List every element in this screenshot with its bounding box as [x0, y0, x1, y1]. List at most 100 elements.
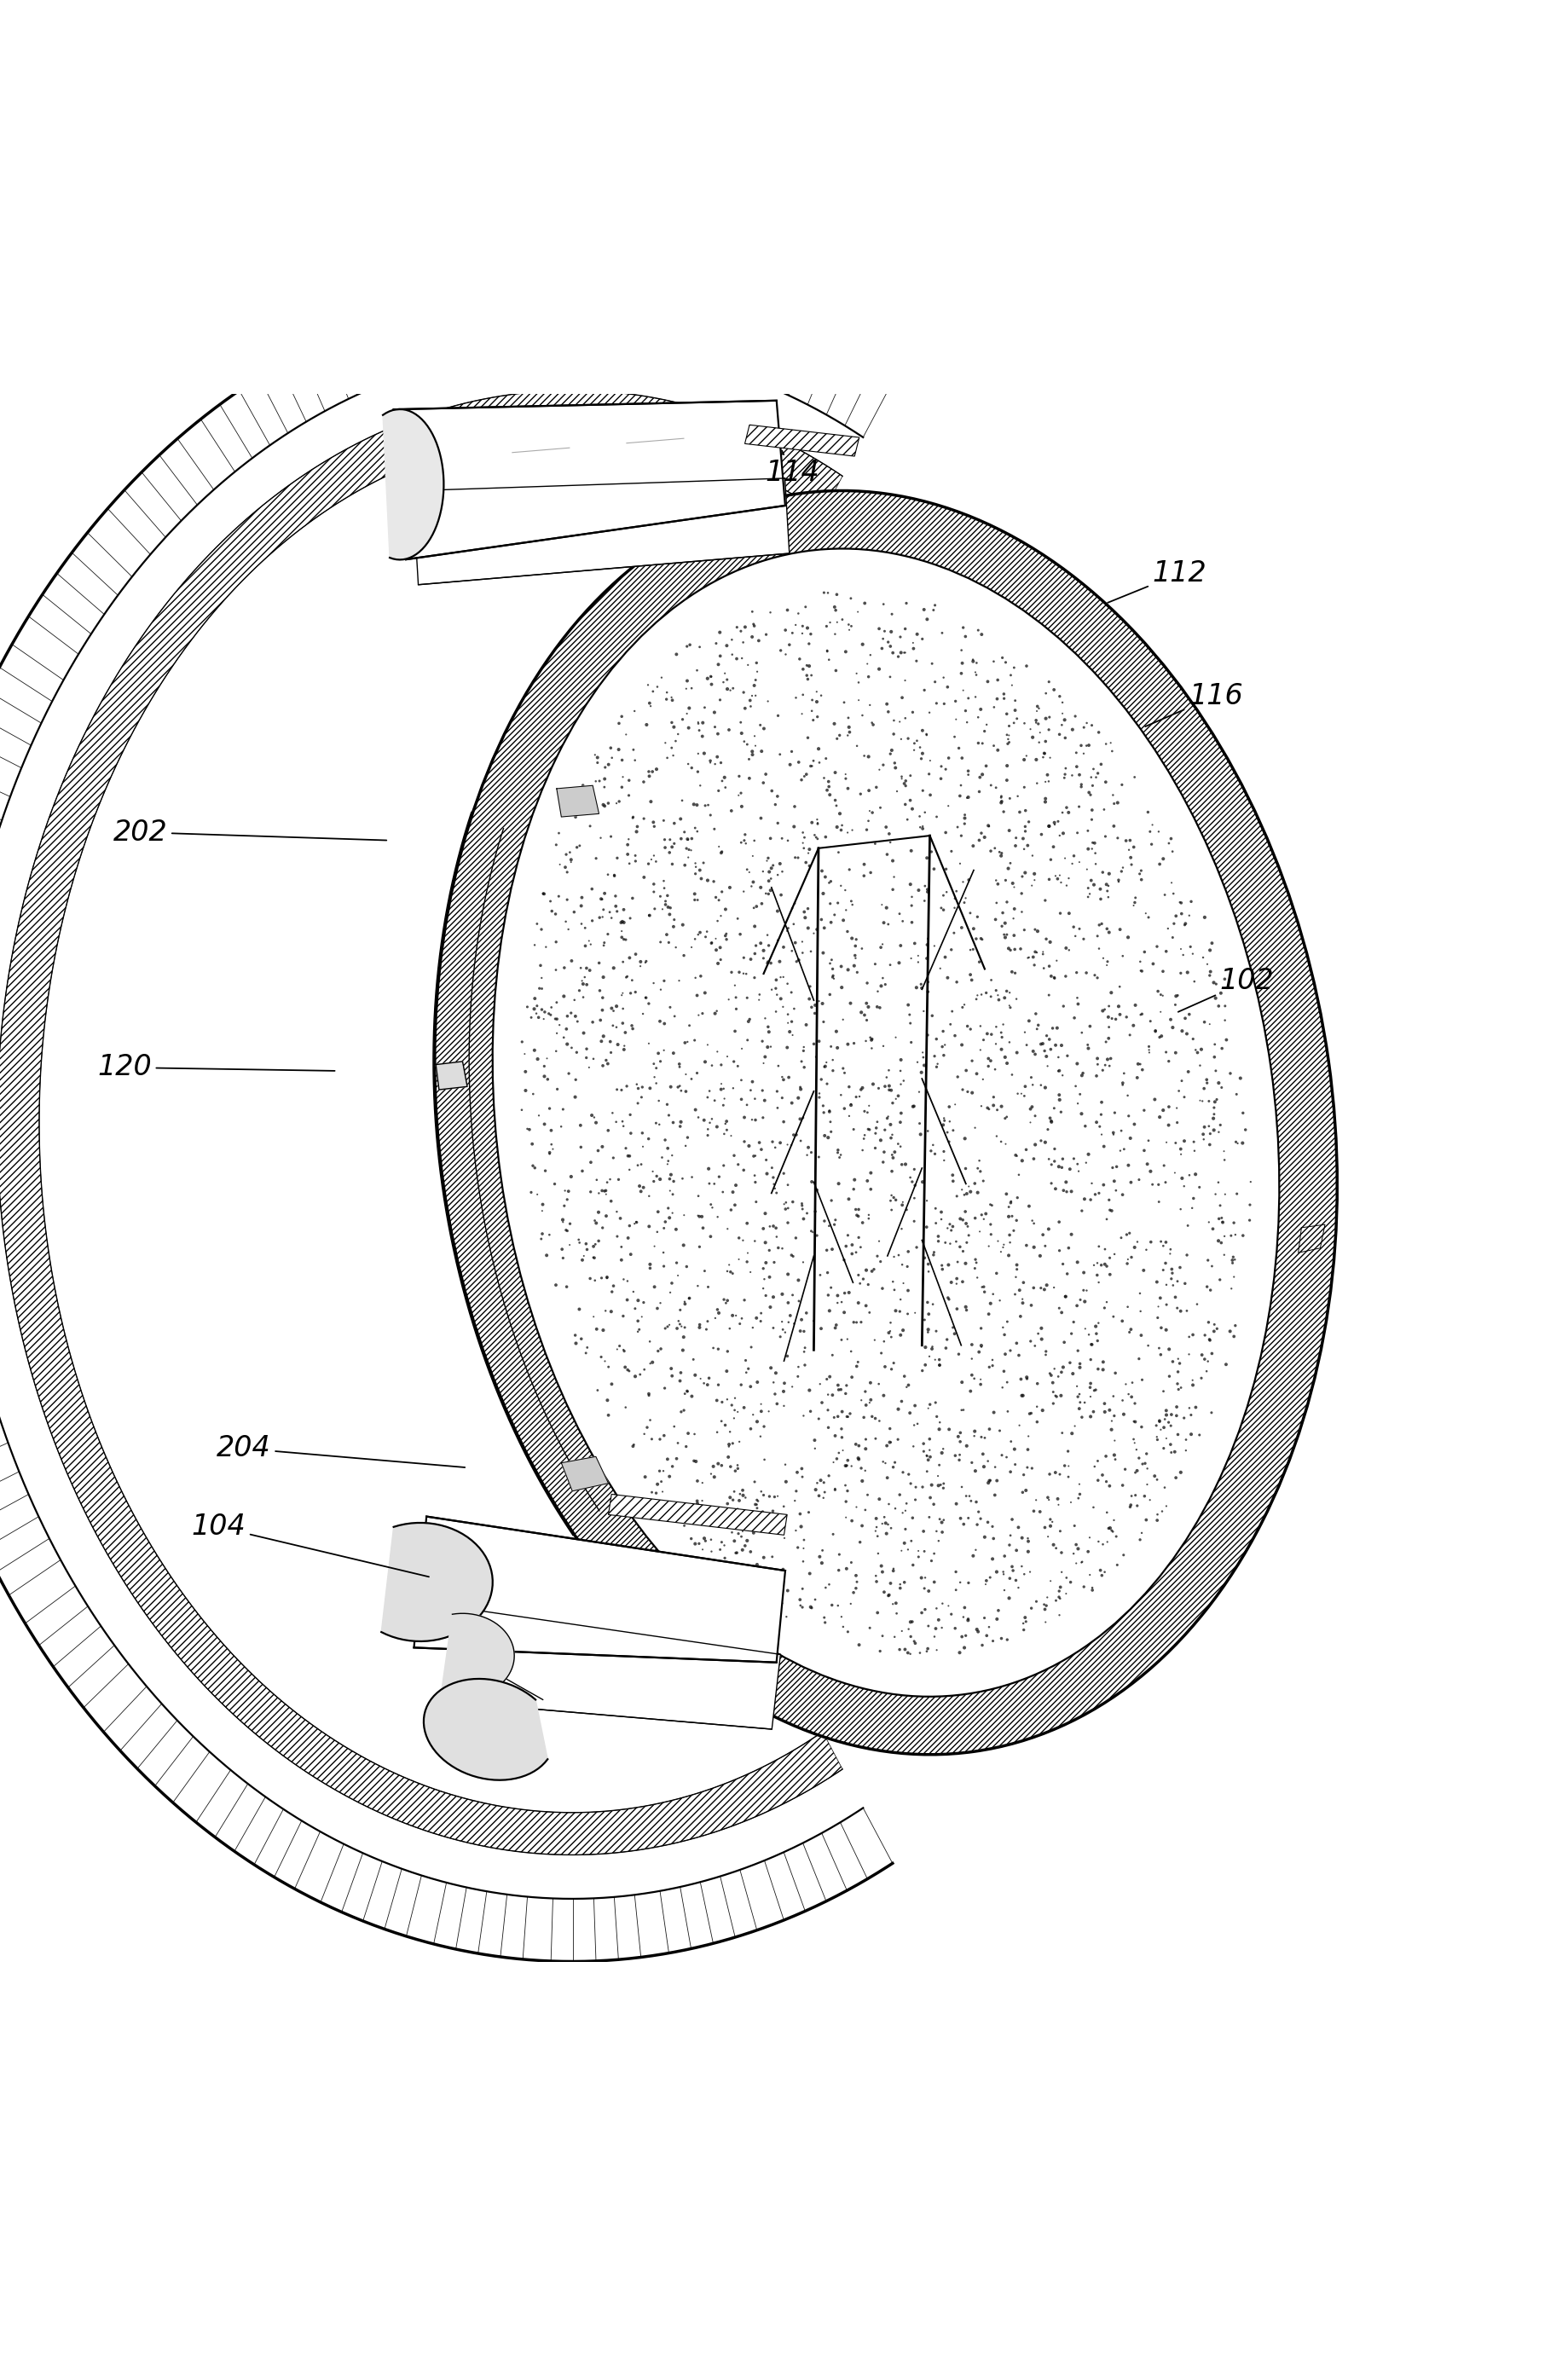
Point — [808, 1462, 833, 1500]
Point — [946, 808, 971, 845]
Point — [1179, 1397, 1204, 1434]
Point — [632, 1352, 657, 1389]
Point — [1160, 1267, 1185, 1305]
Point — [1160, 874, 1185, 911]
Point — [544, 1069, 569, 1107]
Point — [541, 1130, 566, 1168]
Point — [855, 645, 880, 683]
Point — [898, 1159, 924, 1196]
Point — [533, 1152, 558, 1189]
Point — [961, 1538, 986, 1575]
Point — [1027, 1493, 1052, 1531]
Point — [762, 1128, 787, 1166]
Point — [532, 1048, 557, 1086]
Point — [831, 1293, 856, 1331]
Point — [1225, 1126, 1250, 1163]
Point — [579, 1097, 604, 1135]
Point — [806, 1477, 831, 1514]
Point — [740, 864, 765, 902]
Point — [1110, 1067, 1135, 1104]
Point — [643, 1104, 668, 1142]
Point — [920, 1328, 946, 1366]
Point — [889, 1041, 914, 1079]
Point — [704, 878, 729, 916]
Point — [604, 987, 629, 1024]
Point — [967, 942, 993, 980]
Point — [588, 973, 613, 1010]
Point — [804, 1465, 829, 1502]
Point — [1154, 1123, 1179, 1161]
Point — [1237, 1187, 1262, 1225]
Point — [750, 1130, 775, 1168]
Point — [539, 989, 564, 1027]
Point — [732, 608, 757, 645]
Point — [690, 994, 715, 1031]
Point — [949, 631, 974, 669]
Point — [924, 1385, 949, 1422]
Point — [1046, 1039, 1071, 1076]
Polygon shape — [414, 1517, 786, 1663]
Point — [610, 977, 635, 1015]
Point — [878, 1072, 903, 1109]
Point — [847, 1079, 872, 1116]
Point — [771, 1519, 797, 1557]
Point — [1145, 1418, 1170, 1455]
Point — [823, 1472, 848, 1510]
Point — [1055, 1432, 1080, 1470]
Point — [648, 1331, 673, 1368]
Point — [1046, 1573, 1071, 1611]
Point — [778, 1013, 803, 1050]
Point — [674, 1248, 699, 1286]
Point — [638, 1345, 663, 1382]
Point — [618, 1137, 643, 1175]
Point — [991, 895, 1016, 933]
Point — [1049, 1354, 1074, 1392]
Point — [756, 876, 781, 914]
Point — [775, 1338, 800, 1375]
Point — [1054, 958, 1079, 996]
Point — [872, 1498, 897, 1535]
Point — [927, 1521, 952, 1559]
Point — [1102, 784, 1127, 822]
Point — [776, 996, 801, 1034]
Point — [955, 1074, 980, 1112]
Point — [521, 1147, 546, 1185]
Point — [527, 1097, 552, 1135]
Point — [1002, 650, 1027, 688]
Point — [881, 716, 906, 754]
Point — [972, 1274, 997, 1312]
Point — [963, 1109, 988, 1147]
Point — [953, 1618, 978, 1656]
Point — [1154, 1312, 1179, 1349]
Point — [750, 1072, 775, 1109]
Point — [768, 876, 793, 914]
Point — [685, 1267, 710, 1305]
Point — [748, 1392, 773, 1429]
Point — [1032, 1590, 1057, 1627]
Point — [1143, 1013, 1168, 1050]
Point — [892, 1356, 917, 1394]
Point — [798, 1133, 823, 1170]
Point — [659, 1349, 684, 1387]
Point — [1115, 1241, 1140, 1279]
Point — [960, 961, 985, 999]
Point — [632, 763, 657, 801]
Point — [666, 1302, 691, 1340]
Point — [1047, 716, 1073, 754]
Point — [687, 914, 712, 951]
Point — [845, 593, 870, 631]
Point — [706, 1331, 731, 1368]
Point — [652, 1418, 677, 1455]
Point — [1038, 841, 1063, 878]
Point — [917, 1439, 942, 1477]
Point — [1011, 1455, 1036, 1493]
Point — [728, 1422, 753, 1460]
Point — [825, 1133, 850, 1170]
Point — [1063, 1545, 1088, 1583]
Point — [1209, 1225, 1234, 1262]
Point — [751, 1477, 776, 1514]
Point — [823, 1418, 848, 1455]
Point — [1163, 977, 1189, 1015]
Point — [848, 1448, 873, 1486]
Point — [803, 1472, 828, 1510]
